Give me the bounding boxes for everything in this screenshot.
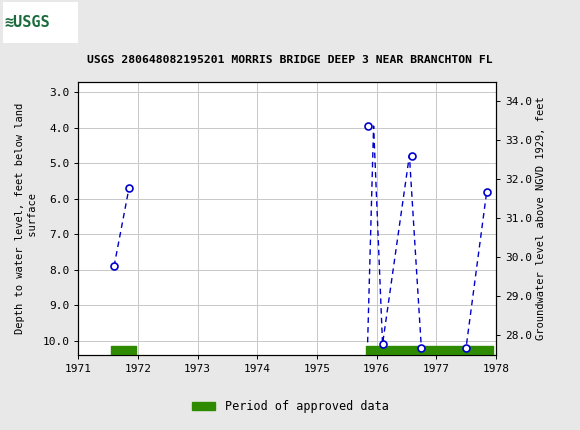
- Text: ≋USGS: ≋USGS: [5, 15, 50, 30]
- FancyBboxPatch shape: [3, 2, 78, 43]
- Text: USGS 280648082195201 MORRIS BRIDGE DEEP 3 NEAR BRANCHTON FL: USGS 280648082195201 MORRIS BRIDGE DEEP …: [87, 55, 493, 65]
- Y-axis label: Groundwater level above NGVD 1929, feet: Groundwater level above NGVD 1929, feet: [536, 96, 546, 340]
- Y-axis label: Depth to water level, feet below land
 surface: Depth to water level, feet below land su…: [15, 103, 38, 334]
- Legend: Period of approved data: Period of approved data: [187, 395, 393, 418]
